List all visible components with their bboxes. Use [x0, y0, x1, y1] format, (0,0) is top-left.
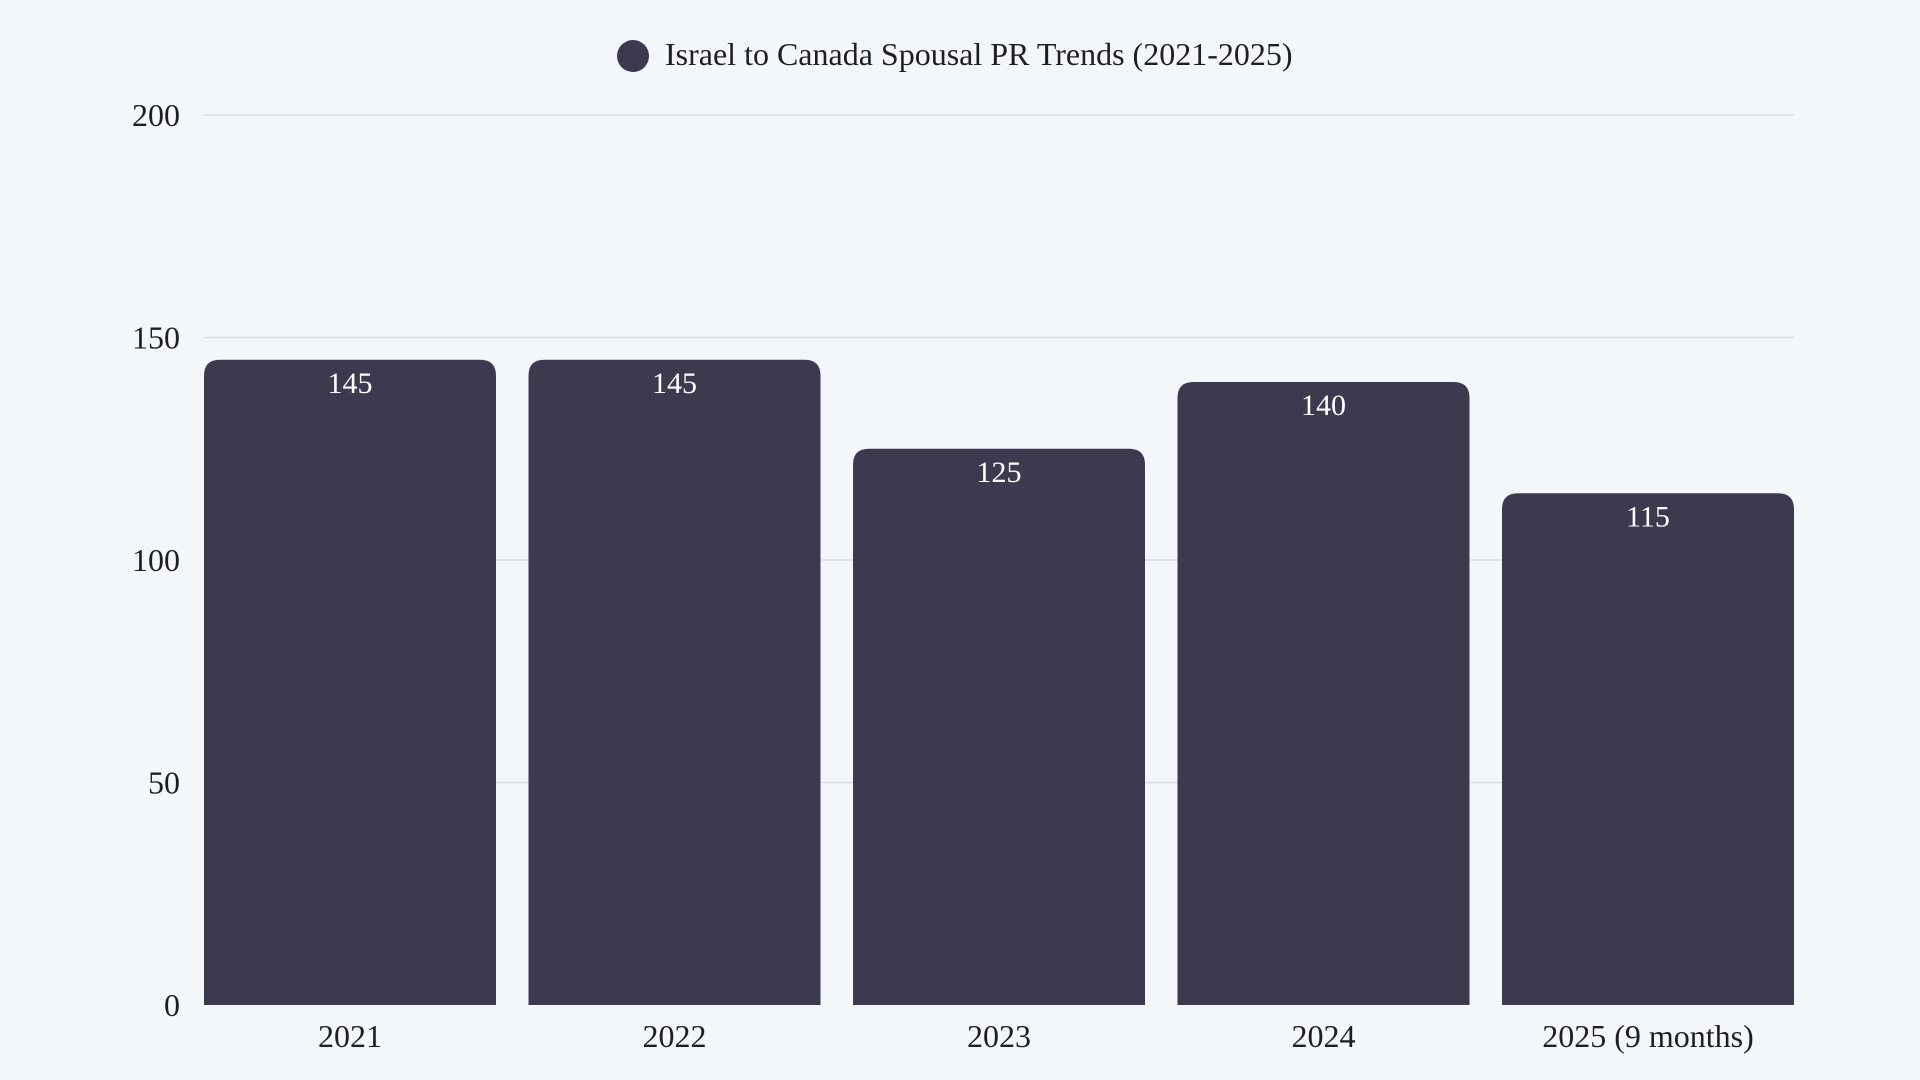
bars: 145 145 125 140 115 [204, 359, 1794, 1005]
bar-value-label: 125 [977, 456, 1022, 489]
bar [853, 448, 1145, 1005]
y-tick-label: 0 [164, 987, 180, 1023]
bar-value-label: 140 [1301, 389, 1346, 422]
bar-value-label: 115 [1626, 500, 1670, 533]
x-tick-label: 2022 [643, 1018, 707, 1054]
legend: Israel to Canada Spousal PR Trends (2021… [617, 36, 1293, 72]
x-tick-label: 2024 [1292, 1018, 1356, 1054]
bar [1502, 493, 1794, 1005]
x-tick-label: 2021 [318, 1018, 382, 1054]
legend-swatch-icon [617, 40, 649, 72]
x-tick-label: 2025 (9 months) [1542, 1018, 1754, 1054]
y-tick-label: 50 [148, 765, 180, 801]
y-tick-label: 150 [132, 320, 180, 356]
x-tick-label: 2023 [967, 1018, 1031, 1054]
bar-value-label: 145 [328, 367, 373, 400]
bar-value-label: 145 [652, 367, 697, 400]
y-tick-label: 200 [132, 97, 180, 133]
bar [528, 359, 821, 1005]
x-axis-labels: 2021 2022 2023 2024 2025 (9 months) [318, 1018, 1754, 1054]
y-tick-label: 100 [132, 542, 180, 578]
bar [204, 359, 496, 1005]
legend-label: Israel to Canada Spousal PR Trends (2021… [665, 36, 1293, 72]
bar [1177, 382, 1470, 1005]
y-axis-ticks: 0 50 100 150 200 [132, 97, 180, 1023]
